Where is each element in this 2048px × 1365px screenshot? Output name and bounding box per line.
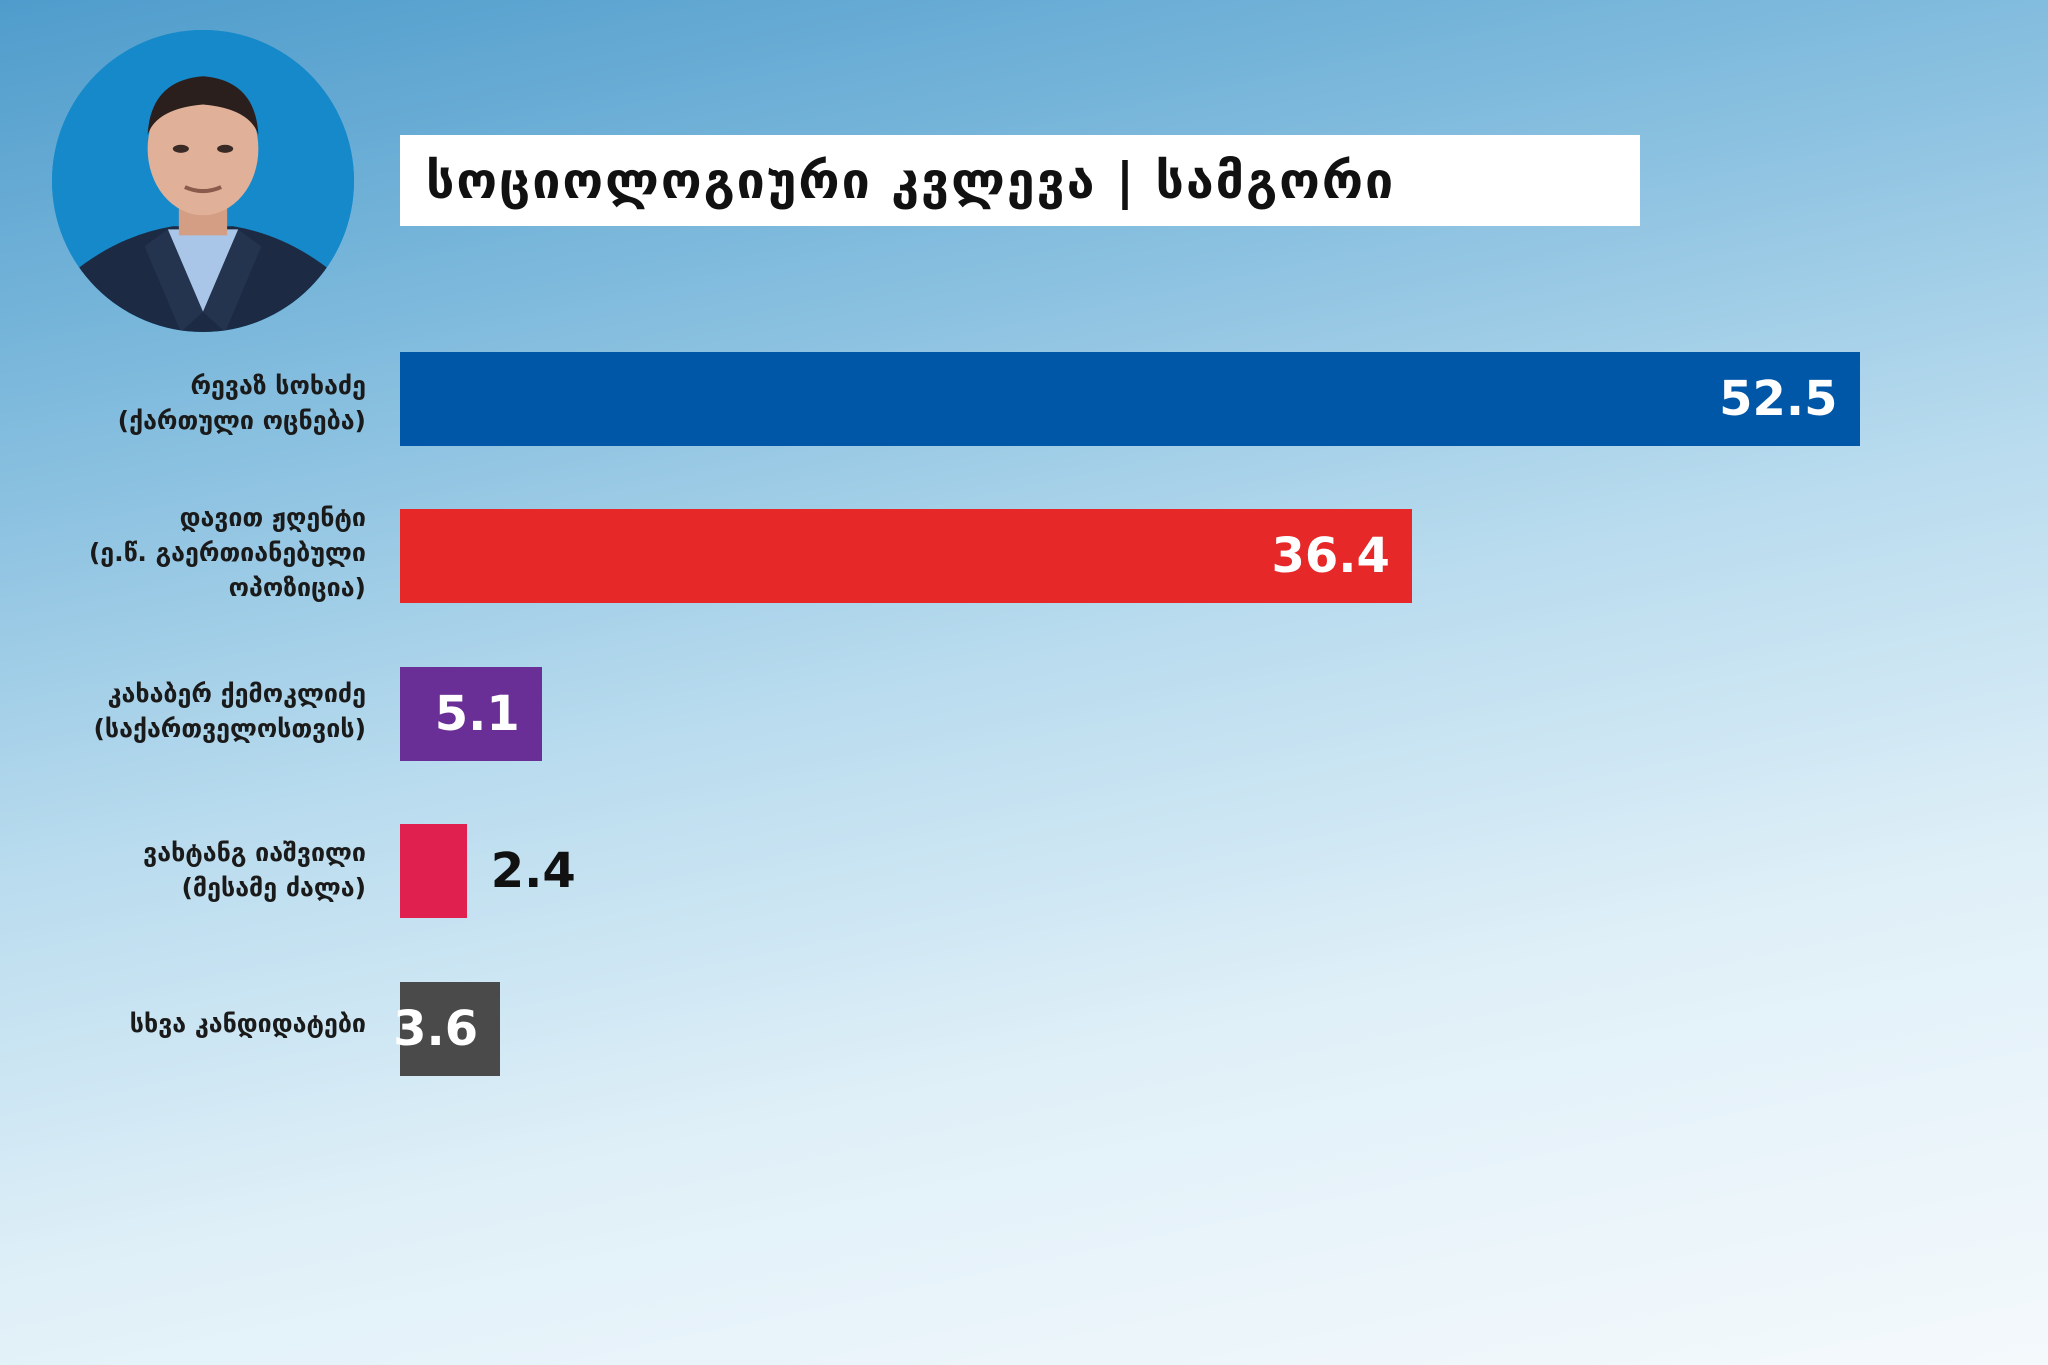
candidate-label-5: სხვა კანდიდატები: [130, 1006, 366, 1041]
chart-title: სოციოლოგიური კვლევა | სამგორი: [426, 151, 1396, 210]
bar-2: [400, 509, 1412, 603]
candidate-1-name: რევაზ სოხაძე: [190, 371, 366, 400]
candidate-4-name: ვახტანგ იაშვილი: [143, 838, 366, 867]
value-label-1: 52.5: [1719, 371, 1838, 427]
candidate-2-party-line1: (ე.წ. გაერთიანებული: [88, 538, 366, 567]
candidate-portrait-image: [52, 30, 354, 332]
bar-4: [400, 824, 467, 918]
candidate-5-name: სხვა კანდიდატები: [129, 1009, 366, 1038]
bar-1: [400, 352, 1860, 446]
candidate-label-4: ვახტანგ იაშვილი (მესამე ძალა): [143, 835, 366, 905]
candidate-3-party: (საქართველოსთვის): [93, 714, 366, 743]
value-label-5: 3.6: [393, 1001, 479, 1057]
bar-3: [400, 667, 542, 761]
candidate-2-name: დავით ჟღენტი: [179, 503, 366, 532]
candidate-4-party: (მესამე ძალა): [181, 873, 366, 902]
candidate-2-party-line2: ოპოზიცია): [228, 573, 366, 602]
candidate-label-2: დავით ჟღენტი (ე.წ. გაერთიანებული ოპოზიცი…: [89, 500, 366, 605]
bar-5: [400, 982, 501, 1076]
candidate-photo: [52, 30, 354, 332]
value-label-3: 5.1: [434, 686, 520, 742]
title-banner: სოციოლოგიური კვლევა | სამგორი: [400, 135, 1640, 226]
value-label-2: 36.4: [1271, 528, 1390, 584]
candidate-label-3: კახაბერ ქემოკლიძე (საქართველოსთვის): [93, 676, 366, 746]
candidate-3-name: კახაბერ ქემოკლიძე: [107, 679, 366, 708]
value-label-4: 2.4: [490, 843, 576, 899]
candidate-label-1: რევაზ სოხაძე (ქართული ოცნება): [118, 368, 366, 438]
candidate-1-party: (ქართული ოცნება): [117, 406, 366, 435]
